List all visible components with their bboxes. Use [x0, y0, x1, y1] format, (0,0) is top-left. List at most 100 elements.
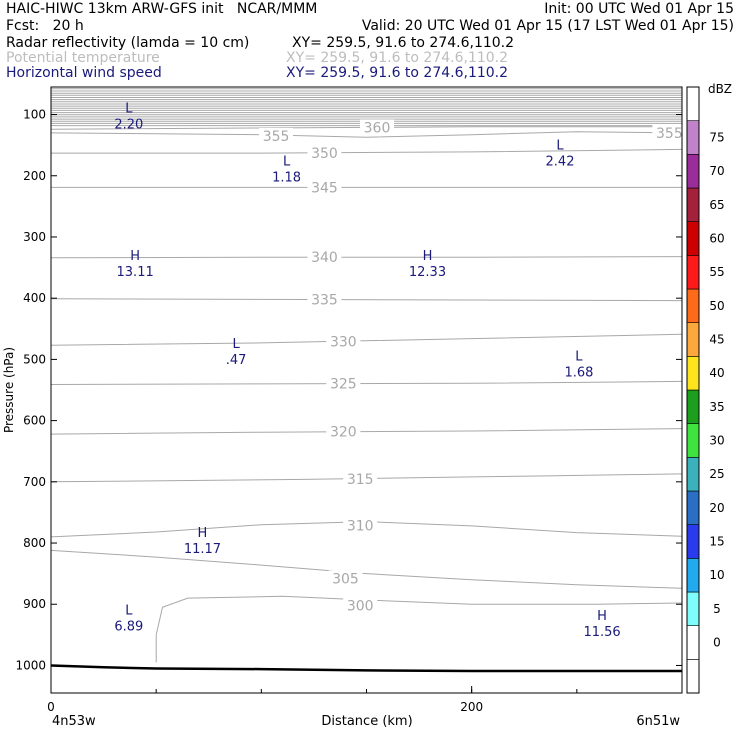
theta-contour-labels: 300 305 310 315 320 325 330 335 340 345 350 355 355 3… [259, 119, 687, 614]
y-tick-label: 900 [23, 597, 46, 611]
colorbar-band [686, 120, 700, 155]
theta-label: 355 [656, 126, 683, 142]
wind-extremum-type: L [556, 138, 564, 153]
theta-contour-355 [50, 131, 683, 138]
field-name-reflectivity: Radar reflectivity (lamda = 10 cm) [6, 35, 250, 51]
y-tick-label: 700 [23, 475, 46, 489]
colorbar-label: 20 [709, 501, 724, 515]
wind-extremum-value: 2.20 [114, 118, 143, 133]
theta-contour-305 [50, 549, 683, 589]
theta-label-mask [307, 249, 342, 266]
wind-extremum-value: 13.11 [117, 265, 154, 280]
wind-extremum-value: 11.17 [184, 542, 221, 557]
y-tick-label: 800 [23, 536, 46, 550]
x-tick-label: 200 [460, 700, 483, 714]
y-axis-label: Pressure (hPa) [2, 347, 16, 433]
field-name-wind-speed: Horizontal wind speed [6, 65, 162, 81]
wind-extremum-value: 6.89 [114, 620, 143, 635]
theta-label: 340 [311, 250, 338, 266]
colorbar-label: 10 [709, 568, 724, 582]
theta-label: 305 [332, 572, 359, 588]
y-tick-label: 200 [23, 169, 46, 183]
header-title: HAIC-HIWC 13km ARW-GFS init NCAR/MMM [6, 1, 318, 17]
x-start-location: 4n53w [52, 714, 96, 729]
theta-label: 330 [330, 335, 357, 351]
colorbar-band [686, 625, 700, 660]
x-tick-label: 0 [47, 700, 55, 714]
theta-label: 300 [347, 598, 374, 614]
wind-extremum-value: 12.33 [409, 265, 446, 280]
colorbar-band [686, 457, 700, 492]
theta-label: 345 [311, 180, 338, 196]
colorbar-label: 55 [709, 265, 724, 279]
theta-contour-325 [50, 380, 683, 385]
header-init-time: Init: 00 UTC Wed 01 Apr 15 [544, 1, 734, 17]
theta-label-mask [343, 597, 378, 614]
theta-contours [50, 126, 683, 663]
colorbar-label: 25 [709, 467, 724, 481]
theta-label-mask [326, 423, 361, 440]
colorbar-label: 45 [709, 333, 724, 347]
wind-extremum-type: L [232, 337, 240, 352]
theta-contour-330 [50, 333, 683, 346]
field-xy-potential-temperature: XY= 259.5, 91.6 to 274.6,110.2 [286, 50, 509, 66]
axes: 100 200 300 400 500 600 700 800 900 1000 0 200 [15, 108, 682, 714]
colorbar-label: 75 [709, 131, 724, 145]
wind-extremum-value: 1.68 [564, 366, 593, 381]
wind-extremum-value: 11.56 [583, 625, 620, 640]
theta-label: 325 [330, 376, 357, 392]
theta-label: 360 [364, 120, 391, 136]
colorbar-frame [686, 86, 700, 694]
colorbar-label: 5 [713, 602, 721, 616]
wind-extremum-type: H [130, 249, 140, 264]
theta-contour-320 [50, 428, 683, 435]
colorbar-label: 50 [709, 299, 724, 313]
colorbar-band [686, 86, 700, 121]
colorbar-band [686, 591, 700, 626]
y-tick-label: 400 [23, 291, 46, 305]
colorbar-unit: dBZ [708, 82, 732, 96]
field-xy-wind-speed: XY= 259.5, 91.6 to 274.6,110.2 [286, 65, 509, 81]
theta-label: 320 [330, 425, 357, 441]
theta-label-mask [360, 119, 395, 136]
colorbar-label: 35 [709, 400, 724, 414]
theta-label: 315 [347, 472, 374, 488]
y-tick-label: 600 [23, 414, 46, 428]
x-axis-label: Distance (km) [321, 714, 412, 729]
colorbar-band [686, 221, 700, 256]
x-end-location: 6n51w [636, 714, 680, 729]
y-tick-label: 300 [23, 230, 46, 244]
colorbar-band [686, 187, 700, 222]
wind-extremum-type: L [283, 154, 291, 169]
y-tick-label: 100 [23, 108, 46, 122]
colorbar-band [686, 389, 700, 424]
colorbar-band [686, 659, 700, 694]
y-tick-label: 1000 [15, 658, 46, 672]
theta-label-mask [259, 127, 294, 144]
colorbar-band [686, 490, 700, 525]
header-forecast-hour: Fcst: 20 h [6, 18, 84, 34]
dbz-colorbar: 0 5 10 15 20 25 30 35 40 45 50 55 60 65 70 75 [686, 86, 725, 694]
colorbar-band [686, 288, 700, 323]
colorbar-label: 40 [709, 366, 724, 380]
theta-contour-350 [51, 148, 683, 154]
wind-extremum-type: H [198, 526, 208, 541]
header-valid-time: Valid: 20 UTC Wed 01 Apr 15 (17 LST Wed … [361, 18, 734, 34]
wind-extremum-value: 2.42 [546, 154, 575, 169]
field-xy-reflectivity: XY= 259.5, 91.6 to 274.6,110.2 [292, 35, 515, 51]
theta-contour-335 [50, 298, 683, 302]
wind-extremum-type: L [125, 604, 133, 619]
theta-label-mask [326, 375, 361, 392]
colorbar-label: 15 [709, 535, 724, 549]
colorbar-label: 65 [709, 198, 724, 212]
theta-label: 335 [311, 292, 338, 308]
theta-label-mask [652, 124, 687, 141]
colorbar-band [686, 423, 700, 458]
theta-contour-300 [155, 595, 683, 663]
theta-label-mask [326, 333, 361, 350]
theta-label: 350 [311, 146, 338, 162]
terrain-line [50, 664, 682, 673]
colorbar-label: 70 [709, 164, 724, 178]
theta-label-mask [307, 145, 342, 162]
